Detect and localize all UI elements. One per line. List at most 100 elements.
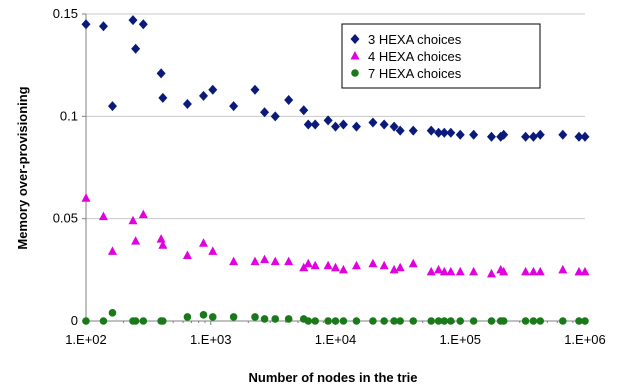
legend-label-1: 3 HEXA choices bbox=[368, 32, 462, 47]
data-point-diamond bbox=[580, 131, 590, 142]
data-point-diamond bbox=[81, 19, 91, 30]
data-point-triangle bbox=[260, 254, 270, 264]
data-point-circle bbox=[396, 317, 404, 325]
data-point-circle bbox=[487, 317, 496, 325]
data-point-diamond bbox=[455, 129, 465, 140]
data-point-triangle bbox=[199, 238, 209, 247]
data-point-triangle bbox=[310, 260, 320, 270]
data-point-diamond bbox=[138, 19, 148, 30]
data-point-circle bbox=[82, 317, 90, 325]
series-3 bbox=[82, 309, 589, 325]
data-point-circle bbox=[499, 317, 508, 325]
data-point-triangle bbox=[446, 266, 456, 276]
data-point-circle bbox=[99, 317, 108, 325]
legend-box bbox=[341, 23, 541, 89]
data-point-diamond bbox=[528, 131, 538, 142]
data-point-circle bbox=[559, 317, 567, 325]
y-tick-label: 0 bbox=[71, 313, 78, 328]
data-point-diamond bbox=[389, 121, 399, 132]
data-point-circle bbox=[331, 317, 340, 325]
data-point-circle bbox=[324, 317, 332, 325]
data-point-diamond bbox=[303, 119, 313, 130]
data-point-diamond bbox=[270, 111, 280, 122]
data-point-triangle bbox=[486, 268, 496, 278]
legend-marker-1 bbox=[350, 34, 360, 44]
data-point-circle bbox=[251, 313, 259, 321]
x-axis-title: Number of nodes in the trie bbox=[248, 370, 417, 385]
x-tick-labels: 1.E+02 1.E+03 1.E+04 1.E+05 1.E+06 bbox=[65, 332, 606, 347]
data-point-diamond bbox=[535, 129, 545, 140]
data-point-circle bbox=[260, 315, 269, 323]
data-point-diamond bbox=[323, 115, 333, 126]
data-point-triangle bbox=[469, 266, 479, 276]
data-point-diamond bbox=[260, 107, 270, 118]
data-point-diamond bbox=[558, 129, 568, 140]
series-2 bbox=[81, 193, 590, 278]
data-point-triangle bbox=[229, 256, 239, 266]
data-point-triangle bbox=[535, 266, 545, 276]
data-point-diamond bbox=[408, 125, 418, 136]
legend-label-3: 7 HEXA choices bbox=[368, 66, 462, 81]
data-point-triangle bbox=[439, 266, 449, 276]
data-point-triangle bbox=[408, 258, 418, 268]
data-point-triangle bbox=[455, 266, 465, 276]
data-point-circle bbox=[434, 317, 443, 325]
y-tick-label: 0.1 bbox=[60, 108, 78, 123]
x-tick-label: 1.E+02 bbox=[65, 332, 107, 347]
data-point-diamond bbox=[331, 121, 340, 132]
y-axis-title: Memory over-provisioning bbox=[15, 86, 30, 249]
data-point-diamond bbox=[469, 129, 479, 140]
data-point-diamond bbox=[426, 125, 436, 136]
legend-marker-3 bbox=[351, 69, 359, 77]
data-point-circle bbox=[447, 317, 455, 325]
data-point-triangle bbox=[131, 236, 141, 245]
legend-label-2: 4 HEXA choices bbox=[368, 49, 462, 64]
data-point-diamond bbox=[131, 43, 141, 54]
data-point-circle bbox=[199, 311, 208, 319]
data-point-diamond bbox=[158, 92, 168, 103]
y-tick-label: 0.05 bbox=[53, 211, 78, 226]
series-1 bbox=[81, 15, 590, 142]
grid-lines bbox=[86, 13, 585, 220]
data-point-circle bbox=[469, 317, 478, 325]
data-point-circle bbox=[159, 317, 167, 325]
y-tick-labels: 0 0.05 0.1 0.15 bbox=[53, 6, 78, 328]
data-point-triangle bbox=[208, 246, 218, 255]
x-tick-label: 1.E+06 bbox=[564, 332, 606, 347]
data-point-triangle bbox=[299, 262, 309, 272]
data-point-diamond bbox=[250, 84, 260, 95]
y-tick-label: 0.15 bbox=[53, 6, 78, 21]
legend-marker-2 bbox=[350, 51, 360, 60]
data-point-triangle bbox=[338, 264, 348, 274]
data-point-diamond bbox=[299, 105, 309, 116]
data-point-triangle bbox=[558, 264, 568, 274]
data-point-triangle bbox=[379, 260, 389, 270]
data-point-diamond bbox=[107, 101, 117, 112]
data-point-diamond bbox=[208, 84, 218, 95]
data-point-triangle bbox=[182, 250, 192, 260]
data-point-diamond bbox=[434, 127, 444, 138]
data-point-diamond bbox=[284, 94, 294, 105]
data-point-triangle bbox=[395, 262, 405, 272]
data-point-triangle bbox=[81, 193, 91, 202]
data-point-triangle bbox=[250, 256, 260, 266]
data-point-triangle bbox=[351, 260, 361, 270]
data-point-circle bbox=[369, 317, 377, 325]
legend: 3 HEXA choices 4 HEXA choices 7 HEXA choic… bbox=[341, 23, 541, 89]
data-points bbox=[81, 15, 590, 325]
data-point-triangle bbox=[331, 262, 340, 272]
data-point-triangle bbox=[323, 260, 333, 270]
data-point-diamond bbox=[229, 101, 239, 112]
data-point-diamond bbox=[379, 119, 389, 130]
data-point-triangle bbox=[368, 258, 378, 268]
x-tick-label: 1.E+05 bbox=[439, 332, 481, 347]
data-point-circle bbox=[139, 317, 148, 325]
data-point-triangle bbox=[128, 215, 138, 225]
data-point-diamond bbox=[446, 127, 456, 138]
data-point-circle bbox=[390, 317, 398, 325]
data-point-diamond bbox=[521, 131, 531, 142]
data-point-diamond bbox=[338, 119, 348, 130]
data-point-triangle bbox=[574, 266, 584, 276]
data-point-circle bbox=[108, 309, 117, 317]
x-tick-label: 1.E+04 bbox=[315, 332, 357, 347]
